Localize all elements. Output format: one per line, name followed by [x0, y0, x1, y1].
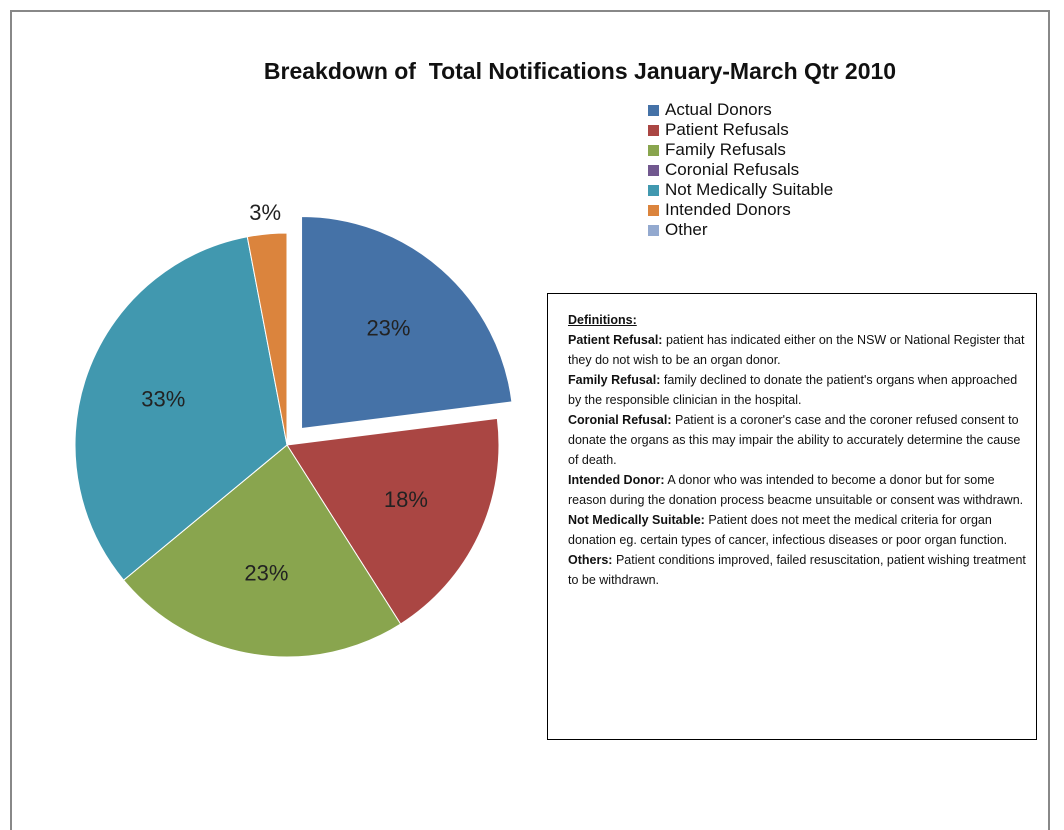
definition: Coronial Refusal: Patient is a coroner's…	[568, 410, 1028, 470]
legend-item: Not Medically Suitable	[648, 180, 833, 200]
definition: Not Medically Suitable: Patient does not…	[568, 510, 1028, 550]
definition: Family Refusal: family declined to donat…	[568, 370, 1028, 410]
data-label: 23%	[366, 316, 410, 341]
legend-item: Intended Donors	[648, 200, 833, 220]
definition-text: Patient conditions improved, failed resu…	[568, 553, 1026, 587]
definition: Others: Patient conditions improved, fai…	[568, 550, 1028, 590]
definition-text: patient has indicated either on the NSW …	[568, 333, 1025, 367]
definition-text: A donor who was intended to become a don…	[568, 473, 1024, 507]
pie-slice	[286, 417, 500, 625]
definition-term: Intended Donor:	[568, 473, 665, 487]
legend-label: Not Medically Suitable	[665, 180, 834, 199]
legend-item: Actual Donors	[648, 100, 833, 120]
definitions-title: Definitions:	[568, 313, 637, 327]
definition-term: Others:	[568, 553, 613, 567]
legend-swatch	[648, 144, 659, 156]
definition-term: Patient Refusal:	[568, 333, 663, 347]
legend-item: Coronial Refusals	[648, 160, 833, 180]
pie-slice	[74, 236, 288, 581]
legend-label: Family Refusals	[665, 140, 786, 159]
legend-label: Patient Refusals	[665, 120, 789, 139]
definition-text: Patient is a coroner's case and the coro…	[568, 413, 1021, 467]
definition-term: Coronial Refusal:	[568, 413, 672, 427]
frame	[10, 10, 1050, 830]
legend-item: Other	[648, 220, 833, 240]
definition: Intended Donor: A donor who was intended…	[568, 470, 1028, 510]
chart-title: Breakdown of Total Notifications January…	[263, 58, 897, 84]
legend-swatch	[648, 204, 659, 216]
definition-text: family declined to donate the patient's …	[568, 373, 1018, 407]
legend-label: Actual Donors	[665, 100, 772, 119]
definition: Patient Refusal: patient has indicated e…	[568, 330, 1028, 370]
definition-text: Patient does not meet the medical criter…	[568, 513, 1008, 547]
pie-slice	[122, 444, 402, 658]
legend-item: Family Refusals	[648, 140, 833, 160]
definition-term: Family Refusal:	[568, 373, 661, 387]
legend-swatch	[648, 224, 659, 236]
definitions-box: Definitions: Patient Refusal: patient ha…	[547, 293, 1037, 740]
data-label: 23%	[244, 561, 288, 586]
definition-term: Not Medically Suitable:	[568, 513, 705, 527]
data-label: 3%	[249, 200, 281, 225]
legend-swatch	[648, 104, 659, 116]
data-label: 18%	[384, 487, 428, 512]
legend-swatch	[648, 124, 659, 136]
legend-label: Other	[665, 220, 708, 239]
legend-swatch	[648, 184, 659, 196]
legend-label: Intended Donors	[665, 200, 791, 219]
legend: Actual Donors Patient Refusals Family Refu…	[648, 100, 833, 240]
pie-slice	[301, 215, 513, 430]
legend-label: Coronial Refusals	[665, 160, 800, 179]
legend-item: Patient Refusals	[648, 120, 833, 140]
legend-swatch	[648, 164, 659, 176]
data-label: 33%	[141, 386, 185, 411]
